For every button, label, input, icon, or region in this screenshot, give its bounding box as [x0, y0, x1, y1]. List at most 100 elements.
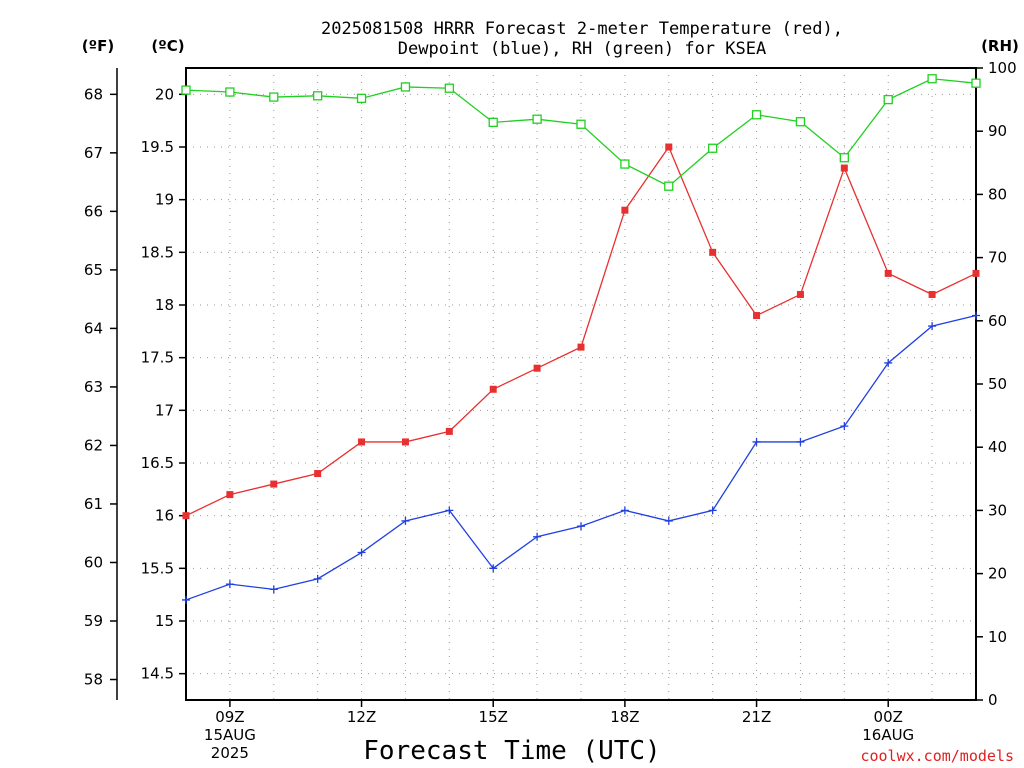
temperature-point — [401, 438, 409, 446]
dewpoint-point — [577, 522, 585, 531]
rh-point — [576, 119, 586, 129]
celsius-axis-label: (ºC) — [151, 37, 184, 55]
rh-tick-label: 40 — [988, 438, 1007, 456]
celsius-tick-label: 19.5 — [141, 138, 174, 156]
dewpoint-point — [357, 548, 366, 557]
fahrenheit-tick-label: 58 — [84, 671, 103, 689]
fahrenheit-tick-label: 66 — [84, 202, 103, 220]
rh-tick-label: 70 — [988, 249, 1007, 267]
rh-tick-label: 50 — [988, 375, 1007, 393]
rh-point — [225, 87, 235, 97]
temperature-point — [972, 269, 980, 277]
rh-tick-label: 10 — [988, 628, 1007, 646]
dewpoint-point — [489, 564, 498, 573]
temperature-point — [796, 290, 804, 298]
rh-point — [971, 78, 981, 88]
temperature-point — [270, 480, 278, 488]
rh-tick-label: 80 — [988, 185, 1007, 203]
x-tick-label: 09Z — [215, 708, 244, 726]
dewpoint-point — [620, 506, 629, 515]
dewpoint-point — [225, 580, 234, 589]
dewpoint-point — [884, 358, 893, 367]
fahrenheit-axis-label: (ºF) — [82, 37, 114, 55]
celsius-tick-label: 19 — [155, 191, 174, 209]
rh-point — [927, 74, 937, 84]
temperature-point — [445, 427, 453, 435]
chart-title-line-2: Dewpoint (blue), RH (green) for KSEA — [398, 39, 766, 59]
temperature-point — [226, 491, 234, 499]
fahrenheit-tick-label: 68 — [84, 85, 103, 103]
temperature-point — [182, 512, 190, 520]
x-tick-label: 15Z — [479, 708, 508, 726]
celsius-tick-label: 20 — [155, 85, 174, 103]
temperature-point — [928, 290, 936, 298]
celsius-tick-label: 17.5 — [141, 349, 174, 367]
chart-title-line-1: 2025081508 HRRR Forecast 2-meter Tempera… — [321, 19, 843, 39]
dewpoint-point — [928, 322, 937, 331]
rh-tick-label: 60 — [988, 312, 1007, 330]
x-tick-label: 15AUG — [204, 726, 256, 744]
x-tick-label: 2025 — [211, 744, 249, 762]
series-dewpoint — [182, 311, 980, 604]
dewpoint-point — [182, 595, 190, 604]
x-tick-label: 16AUG — [862, 726, 914, 744]
rh-point — [444, 83, 454, 93]
temperature-point — [884, 269, 892, 277]
dewpoint-point — [796, 437, 805, 446]
dewpoint-point — [313, 574, 322, 583]
temperature-point — [753, 312, 761, 320]
x-tick-label: 00Z — [874, 708, 903, 726]
fahrenheit-tick-label: 63 — [84, 378, 103, 396]
fahrenheit-tick-label: 65 — [84, 261, 103, 279]
temperature-point — [621, 206, 629, 214]
rh-point — [883, 94, 893, 105]
temperature-point — [577, 343, 585, 351]
series-rh — [181, 74, 981, 191]
celsius-tick-label: 16 — [155, 507, 174, 525]
series-temperature — [182, 143, 980, 520]
x-tick-label: 12Z — [347, 708, 376, 726]
fahrenheit-tick-label: 59 — [84, 612, 103, 630]
celsius-tick-label: 16.5 — [141, 454, 174, 472]
rh-point — [356, 93, 367, 103]
temperature-point — [489, 385, 497, 393]
rh-point — [532, 114, 542, 124]
temperature-point — [314, 470, 322, 478]
data-series — [181, 74, 981, 604]
x-axis-title: Forecast Time (UTC) — [363, 736, 660, 766]
rh-tick-label: 90 — [988, 122, 1007, 140]
rh-point — [181, 85, 191, 95]
x-tick-label: 18Z — [610, 708, 639, 726]
dewpoint-point — [708, 506, 717, 515]
rh-tick-label: 20 — [988, 565, 1007, 583]
celsius-tick-label: 18 — [155, 296, 174, 314]
rh-point — [795, 117, 806, 127]
temperature-point — [665, 143, 673, 151]
fahrenheit-tick-label: 60 — [84, 553, 103, 571]
rh-tick-label: 30 — [988, 501, 1007, 519]
rh-point — [488, 117, 498, 128]
credit-text: coolwx.com/models — [860, 747, 1014, 765]
rh-point — [708, 143, 718, 153]
grid-lines — [186, 68, 976, 700]
rh-point — [620, 159, 630, 169]
dewpoint-point — [401, 516, 410, 525]
dewpoint-point — [840, 422, 849, 431]
temperature-point — [709, 248, 717, 256]
celsius-tick-label: 14.5 — [141, 665, 174, 683]
rh-point — [269, 92, 279, 102]
temperature-point — [533, 364, 541, 372]
rh-point — [313, 91, 323, 101]
fahrenheit-tick-label: 62 — [84, 436, 103, 454]
rh-point — [839, 153, 849, 163]
celsius-tick-label: 18.5 — [141, 243, 174, 261]
temperature-point — [840, 164, 848, 172]
dewpoint-point — [445, 506, 454, 515]
dewpoint-point — [752, 437, 761, 446]
celsius-tick-label: 15.5 — [141, 559, 174, 577]
fahrenheit-tick-label: 64 — [84, 319, 103, 337]
rh-point — [400, 82, 411, 92]
axes: 58 59 60 61 62 63 64 65 66 67 68 14.5 15 15.5 16 16.5 17… — [84, 59, 1017, 762]
celsius-tick-label: 17 — [155, 401, 174, 419]
